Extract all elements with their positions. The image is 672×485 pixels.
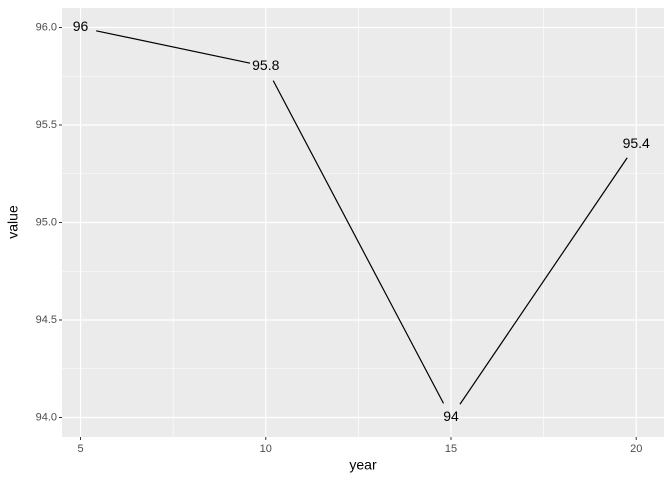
line-segment [96, 30, 251, 64]
x-axis-title: year [349, 457, 377, 473]
y-tick-label: 95.5 [36, 119, 57, 131]
data-label: 95.8 [252, 57, 279, 73]
y-axis-title: value [5, 205, 21, 239]
data-label: 95.4 [623, 135, 650, 151]
y-tick-label: 94.5 [36, 314, 57, 326]
y-tick-label: 96.0 [36, 21, 57, 33]
data-label: 94 [443, 408, 459, 424]
x-tick-label: 20 [630, 443, 642, 455]
x-tick-label: 15 [445, 443, 457, 455]
y-tick-label: 95.0 [36, 216, 57, 228]
line-segment [272, 80, 445, 404]
line-segment [459, 157, 628, 405]
y-tick-label: 94.0 [36, 411, 57, 423]
x-tick-label: 5 [77, 443, 83, 455]
x-tick-label: 10 [260, 443, 272, 455]
data-label: 96 [73, 18, 89, 34]
